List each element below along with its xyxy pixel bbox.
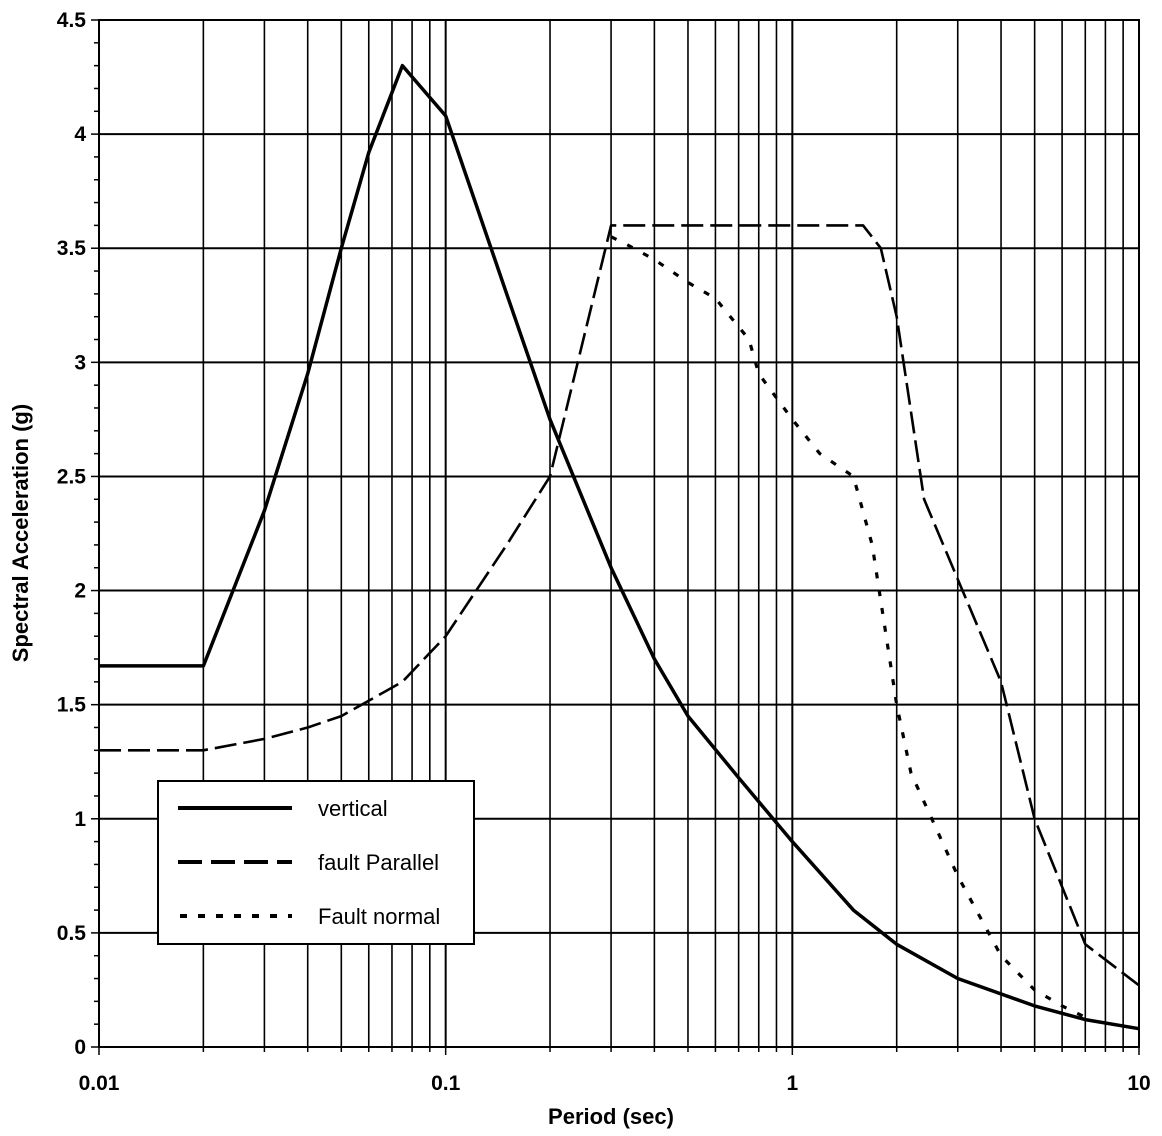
y-tick-label: 3 — [74, 351, 86, 374]
x-tick-label: 1 — [786, 1072, 798, 1095]
legend: vertical fault Parallel Fault normal — [158, 781, 474, 944]
x-axis-title: Period (sec) — [548, 1104, 674, 1129]
x-tick-labels: 0.01 0.1 1 10 — [79, 1072, 1151, 1095]
y-tick-label: 2 — [74, 580, 86, 603]
legend-label-fault-parallel: fault Parallel — [318, 850, 439, 875]
x-tick-label: 0.1 — [431, 1072, 461, 1095]
y-tick-label: 4.5 — [57, 9, 87, 32]
y-tick-label: 4 — [74, 123, 86, 146]
x-tick-label: 0.01 — [79, 1072, 120, 1095]
y-tick-label: 2.5 — [57, 465, 87, 488]
y-tick-label: 0.5 — [57, 922, 87, 945]
y-axis-title: Spectral Acceleration (g) — [8, 404, 33, 662]
legend-label-fault-normal: Fault normal — [318, 904, 440, 929]
y-tick-label: 3.5 — [57, 237, 87, 260]
y-tick-labels: 0 0.5 1 1.5 2 2.5 3 3.5 4 4.5 — [57, 9, 87, 1059]
y-tick-label: 0 — [74, 1036, 86, 1059]
y-tick-label: 1 — [74, 808, 86, 831]
x-tick-label: 10 — [1127, 1072, 1150, 1095]
y-tick-label: 1.5 — [57, 694, 87, 717]
legend-label-vertical: vertical — [318, 796, 388, 821]
